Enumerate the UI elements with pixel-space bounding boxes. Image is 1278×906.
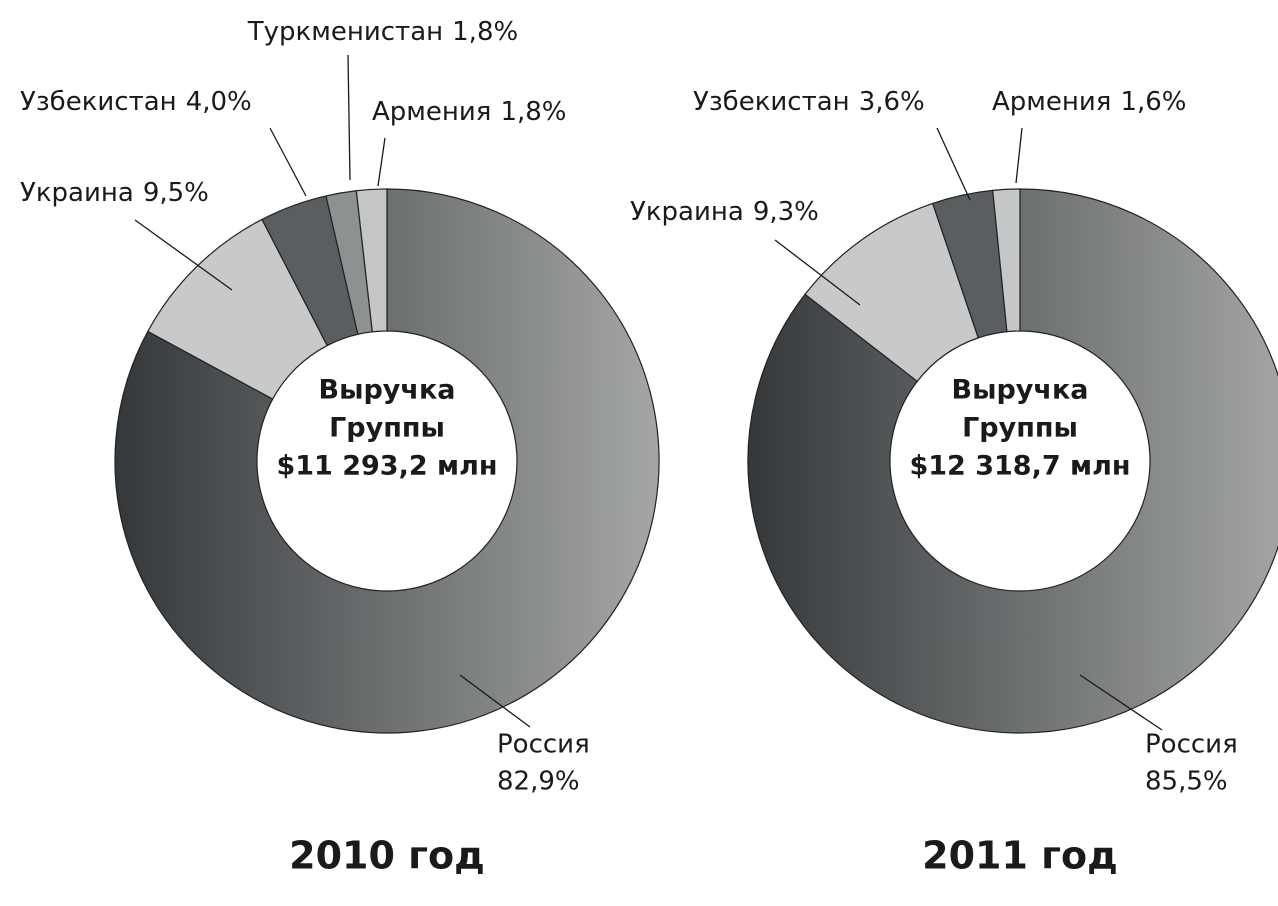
center-label: $12 318,7 млн (909, 451, 1130, 482)
segment-label: Узбекистан 4,0% (20, 87, 252, 117)
segment-name: Узбекистан (693, 87, 850, 117)
center-label: $11 293,2 млн (276, 451, 497, 482)
segment-label: Украина 9,3% (630, 197, 819, 227)
center-label: Группы (329, 413, 445, 444)
leader-line (269, 127, 307, 197)
segment-name: Узбекистан (20, 87, 177, 117)
donut-segment (992, 188, 1021, 333)
segment-label: Армения 1,6% (992, 87, 1187, 117)
segment-name: Туркменистан (247, 17, 443, 47)
leader-line (774, 239, 861, 306)
donut-segment (747, 188, 1278, 734)
segment-value: 3,6% (859, 87, 925, 117)
segment-label: Узбекистан 3,6% (693, 87, 925, 117)
chart-title: 2010 год (289, 834, 485, 878)
leader-line (936, 127, 971, 201)
segment-value: 85,5% (1145, 767, 1228, 797)
donut-segment (355, 188, 388, 333)
center-label: Выручка (318, 375, 455, 406)
segment-value: 1,8% (500, 97, 566, 127)
segment-value: 82,9% (497, 767, 580, 797)
leader-line (1079, 674, 1163, 731)
segment-name: Украина (20, 178, 134, 208)
segment-name: Армения (992, 87, 1111, 117)
segment-label: Россия (497, 730, 590, 760)
leader-line (377, 137, 386, 187)
segment-name: Украина (630, 197, 744, 227)
segment-value: 9,3% (753, 197, 819, 227)
leader-line (459, 674, 531, 728)
segment-label: Украина 9,5% (20, 178, 209, 208)
segment-label: Туркменистан 1,8% (247, 17, 518, 47)
segment-value: 1,6% (1120, 87, 1186, 117)
donut-segment (114, 188, 660, 734)
center-label: Выручка (951, 375, 1088, 406)
leader-line (134, 219, 233, 291)
leader-line (1015, 127, 1023, 184)
segment-value: 4,0% (186, 87, 252, 117)
center-label: Группы (962, 413, 1078, 444)
segment-label: Россия (1145, 730, 1238, 760)
leader-line (347, 54, 351, 181)
segment-value: 9,5% (143, 178, 209, 208)
segment-name: Армения (372, 97, 491, 127)
segment-label: Армения 1,8% (372, 97, 567, 127)
segment-value: 1,8% (452, 17, 518, 47)
chart-title: 2011 год (922, 834, 1118, 878)
